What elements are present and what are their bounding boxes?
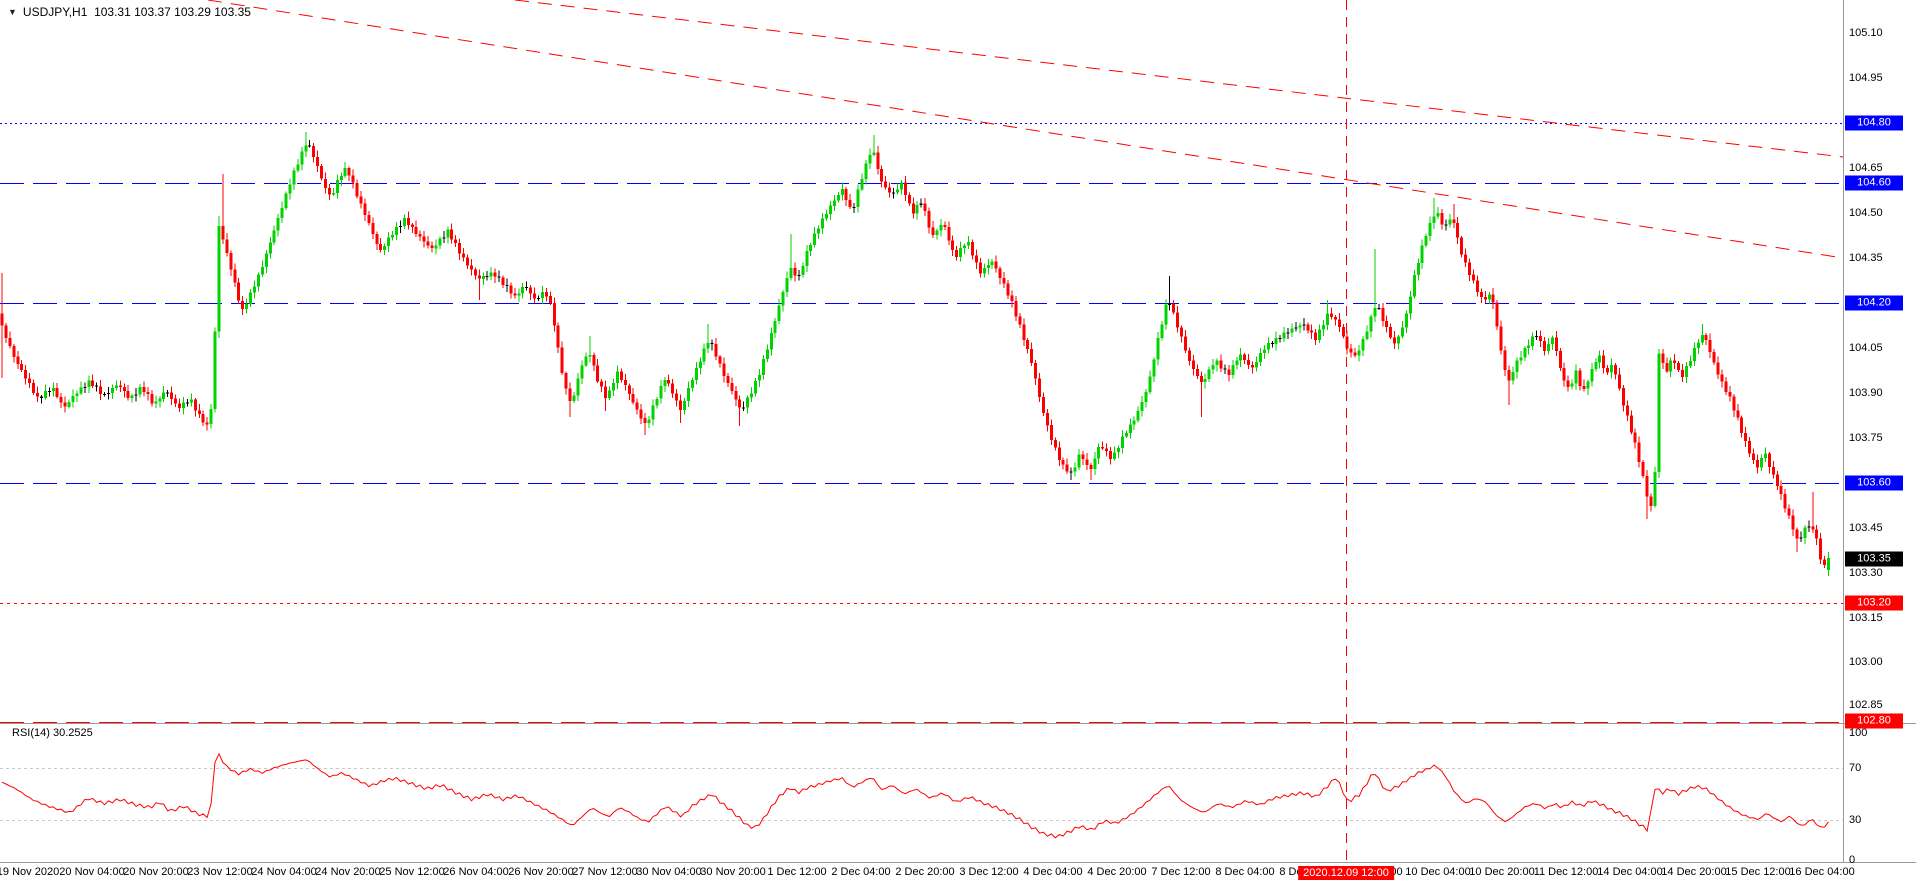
price-tick-103.75: 103.75 — [1849, 432, 1883, 444]
time-tick: 26 Nov 04:00 — [443, 866, 509, 878]
time-tick: 24 Nov 04:00 — [251, 866, 317, 878]
time-tick: 20 Nov 20:00 — [123, 866, 189, 878]
price-badge-102.80: 102.80 — [1845, 713, 1903, 729]
time-tick: 20 Nov 04:00 — [59, 866, 125, 878]
price-tick-104.65: 104.65 — [1849, 162, 1883, 174]
price-badge-104.60: 104.60 — [1845, 175, 1903, 191]
price-tick-103.00: 103.00 — [1849, 656, 1883, 668]
symbol-timeframe: USDJPY,H1 — [22, 5, 88, 19]
time-tick: 25 Nov 12:00 — [379, 866, 445, 878]
time-tick: 3 Dec 12:00 — [959, 866, 1019, 878]
time-tick: 11 Dec 12:00 — [1533, 866, 1599, 878]
price-tick-104.95: 104.95 — [1849, 72, 1883, 84]
time-tick: 2 Dec 04:00 — [831, 866, 891, 878]
rsi-indicator-label: RSI(14) 30.2525 — [12, 727, 93, 739]
price-badge-104.80: 104.80 — [1845, 115, 1903, 131]
price-badge-104.20: 104.20 — [1845, 295, 1903, 311]
time-tick: 30 Nov 20:00 — [700, 866, 766, 878]
time-tick: 14 Dec 20:00 — [1661, 866, 1727, 878]
price-tick-100: 100 — [1849, 727, 1868, 739]
ohlc-info-line: ▼ USDJPY,H1 103.31 103.37 103.29 103.35 — [8, 5, 251, 19]
price-tick-104.05: 104.05 — [1849, 342, 1883, 354]
symbol-dropdown-icon[interactable]: ▼ — [8, 7, 17, 17]
time-tick: 26 Nov 20:00 — [508, 866, 574, 878]
price-tick-105.10: 105.10 — [1849, 27, 1883, 39]
time-tick: 8 Dec 04:00 — [1215, 866, 1275, 878]
ohlc-low: 103.29 — [174, 5, 211, 19]
time-tick: 4 Dec 20:00 — [1087, 866, 1147, 878]
price-tick-0: 0 — [1849, 854, 1856, 866]
time-tick: 14 Dec 04:00 — [1597, 866, 1663, 878]
time-tick: 19 Nov 2020 — [0, 866, 60, 878]
price-tick-104.35: 104.35 — [1849, 252, 1883, 264]
time-tick: 30 Nov 04:00 — [636, 866, 702, 878]
rsi-current-value: 30.2525 — [52, 727, 93, 739]
price-tick-103.45: 103.45 — [1849, 522, 1883, 534]
time-tick: 10 Dec 20:00 — [1469, 866, 1535, 878]
time-tick: 2 Dec 20:00 — [895, 866, 955, 878]
price-tick-102.85: 102.85 — [1849, 699, 1883, 711]
price-tick-104.50: 104.50 — [1849, 207, 1883, 219]
time-tick: 23 Nov 12:00 — [187, 866, 253, 878]
ohlc-close: 103.35 — [214, 5, 251, 19]
price-tick-103.15: 103.15 — [1849, 612, 1883, 624]
price-tick-103.30: 103.30 — [1849, 567, 1883, 579]
price-tick-103.90: 103.90 — [1849, 387, 1883, 399]
price-tick-30: 30 — [1849, 814, 1862, 826]
price-tick-70: 70 — [1849, 762, 1862, 774]
price-badge-103.20: 103.20 — [1845, 595, 1903, 611]
ohlc-high: 103.37 — [134, 5, 171, 19]
time-tick: 24 Nov 20:00 — [315, 866, 381, 878]
price-badge-103.35: 103.35 — [1845, 551, 1903, 567]
time-tick: 7 Dec 12:00 — [1151, 866, 1211, 878]
time-tick: 15 Dec 12:00 — [1725, 866, 1791, 878]
time-tick: 16 Dec 04:00 — [1789, 866, 1855, 878]
price-badge-103.60: 103.60 — [1845, 475, 1903, 491]
time-tick: 1 Dec 12:00 — [767, 866, 827, 878]
time-tick: 4 Dec 04:00 — [1023, 866, 1083, 878]
vline-time-badge: 2020.12.09 12:00 — [1298, 866, 1394, 880]
time-tick: 10 Dec 04:00 — [1405, 866, 1471, 878]
ohlc-open: 103.31 — [94, 5, 131, 19]
time-tick: 27 Nov 12:00 — [572, 866, 638, 878]
